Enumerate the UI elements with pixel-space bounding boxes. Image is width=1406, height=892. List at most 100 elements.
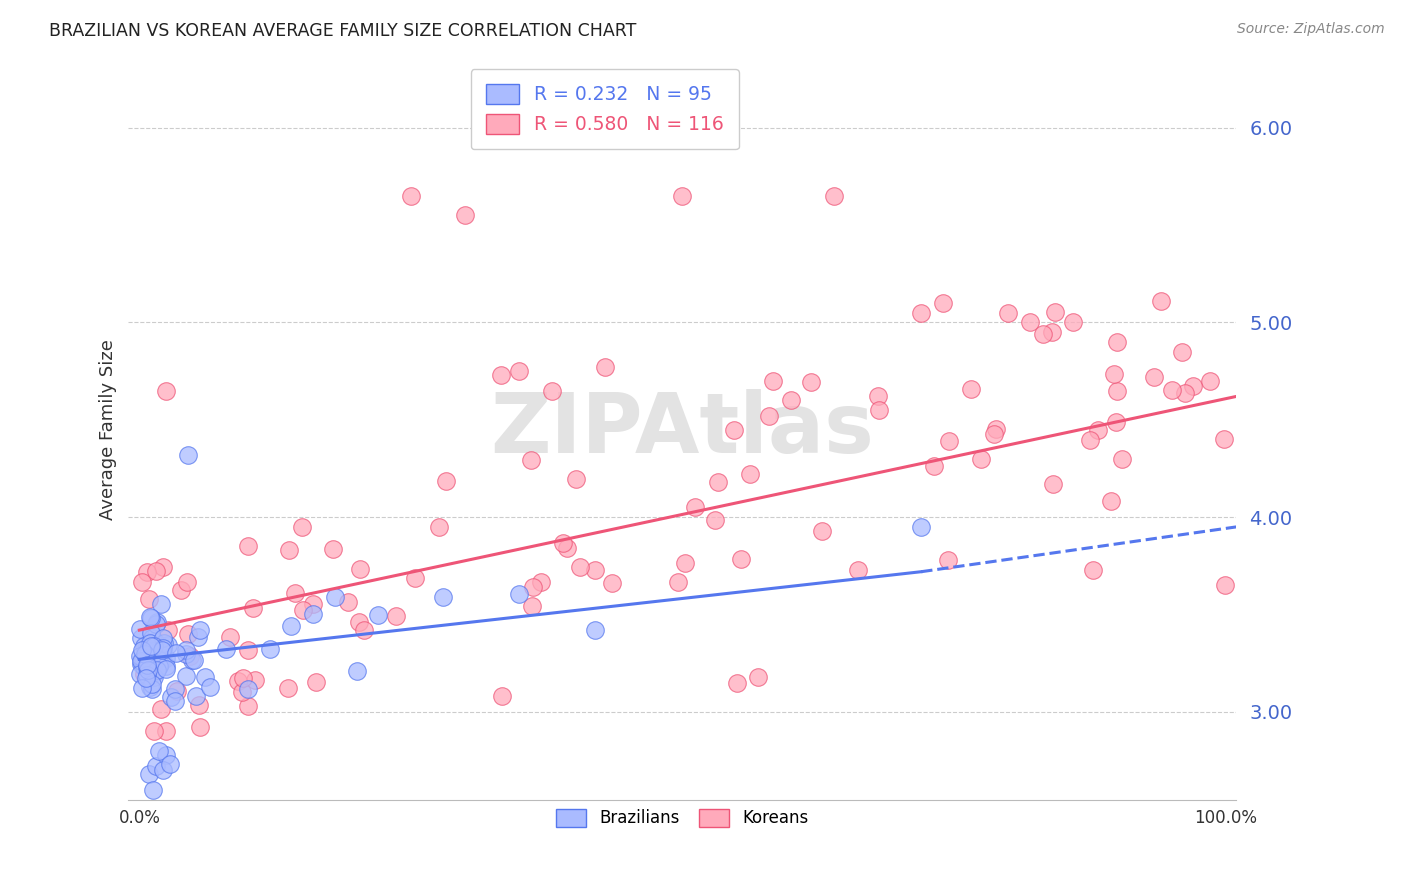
Point xyxy=(170,583,193,598)
Text: Source: ZipAtlas.com: Source: ZipAtlas.com xyxy=(1237,22,1385,37)
Point xyxy=(278,542,301,557)
Point xyxy=(132,667,155,681)
Point xyxy=(134,647,156,661)
Point xyxy=(243,673,266,687)
Point xyxy=(1150,294,1173,309)
Point xyxy=(198,681,221,695)
Point xyxy=(568,559,591,574)
Point xyxy=(583,623,606,637)
Point xyxy=(177,448,200,462)
Point xyxy=(136,565,159,579)
Point xyxy=(145,565,167,579)
Point xyxy=(555,541,578,556)
Point xyxy=(242,600,264,615)
Point xyxy=(142,670,165,684)
Point xyxy=(152,764,174,778)
Point xyxy=(163,681,186,696)
Point xyxy=(129,654,152,668)
Point xyxy=(1174,386,1197,401)
Point xyxy=(868,402,890,417)
Point xyxy=(138,672,160,686)
Point xyxy=(305,675,328,690)
Point xyxy=(183,653,205,667)
Point xyxy=(846,563,869,577)
Point xyxy=(143,724,166,739)
Point xyxy=(141,682,163,697)
Point xyxy=(530,574,553,589)
Point xyxy=(1107,384,1129,398)
Point xyxy=(135,665,157,679)
Point xyxy=(142,640,165,654)
Point xyxy=(146,615,169,629)
Point xyxy=(135,648,157,662)
Point xyxy=(1213,432,1236,446)
Point xyxy=(1181,379,1204,393)
Point xyxy=(148,659,170,673)
Point xyxy=(149,702,172,716)
Point xyxy=(141,642,163,657)
Point xyxy=(1105,415,1128,429)
Point xyxy=(565,472,588,486)
Point xyxy=(129,632,152,646)
Point xyxy=(725,675,748,690)
Point xyxy=(292,603,315,617)
Point xyxy=(508,364,530,378)
Point xyxy=(129,649,152,664)
Point xyxy=(148,645,170,659)
Point xyxy=(139,610,162,624)
Point xyxy=(141,631,163,645)
Point xyxy=(283,585,305,599)
Point xyxy=(404,570,426,584)
Point xyxy=(747,670,769,684)
Point xyxy=(150,643,173,657)
Point xyxy=(215,642,238,657)
Point xyxy=(155,384,177,398)
Point xyxy=(280,619,302,633)
Point xyxy=(758,409,780,424)
Point xyxy=(823,189,845,203)
Point xyxy=(156,638,179,652)
Point xyxy=(367,607,389,622)
Point xyxy=(1032,327,1054,342)
Point xyxy=(1099,494,1122,508)
Point xyxy=(997,306,1019,320)
Point xyxy=(353,623,375,637)
Point xyxy=(141,677,163,691)
Point xyxy=(984,422,1007,436)
Point xyxy=(454,208,477,222)
Point xyxy=(489,368,512,382)
Point xyxy=(427,520,450,534)
Point xyxy=(910,306,932,320)
Point xyxy=(703,513,725,527)
Point xyxy=(159,757,181,772)
Point xyxy=(236,540,259,554)
Point xyxy=(138,657,160,671)
Point xyxy=(142,666,165,681)
Point xyxy=(1213,578,1236,592)
Point xyxy=(166,683,188,698)
Point xyxy=(177,626,200,640)
Point xyxy=(432,590,454,604)
Point xyxy=(165,694,187,708)
Point xyxy=(188,721,211,735)
Point xyxy=(155,662,177,676)
Point xyxy=(1161,383,1184,397)
Point xyxy=(176,575,198,590)
Point xyxy=(522,580,544,594)
Point xyxy=(134,639,156,653)
Point xyxy=(800,376,823,390)
Point xyxy=(152,641,174,656)
Point xyxy=(600,576,623,591)
Point xyxy=(142,633,165,648)
Point xyxy=(508,587,530,601)
Point xyxy=(666,574,689,589)
Point xyxy=(938,434,960,449)
Point xyxy=(141,662,163,676)
Point xyxy=(187,630,209,644)
Point xyxy=(730,551,752,566)
Point xyxy=(132,657,155,671)
Point xyxy=(129,657,152,672)
Point xyxy=(436,474,458,488)
Point xyxy=(347,615,370,629)
Point xyxy=(146,663,169,677)
